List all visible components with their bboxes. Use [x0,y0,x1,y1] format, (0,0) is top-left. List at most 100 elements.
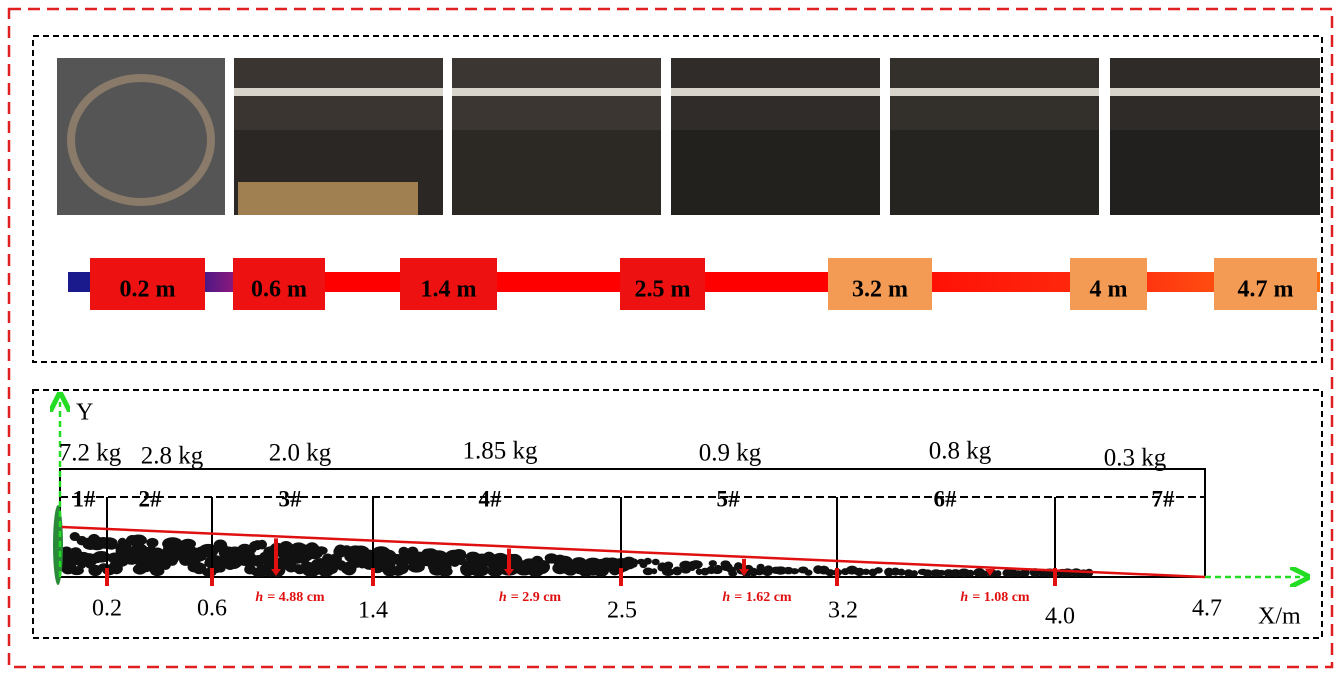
height-label: h = 4.88 cm [255,590,324,605]
distance-label: 0.2 m [120,277,176,303]
pipe-opening [67,74,215,206]
distance-label: 1.4 m [421,277,477,303]
distance-label: 4.7 m [1238,277,1294,303]
photo-shade [452,130,661,215]
section-label: 4# [479,486,503,511]
x-tick-label: 0.6 [197,596,227,622]
photo-shade [890,130,1099,215]
coal-particle [451,549,466,559]
height-symbol: h [722,590,730,605]
photo-shade [1110,130,1320,215]
coal-particle [672,568,680,575]
coal-particle [762,567,773,577]
photo-panel [32,35,1323,363]
tape-measure [234,88,443,96]
outer-border [7,7,1334,669]
coal-particle [437,566,453,577]
height-symbol: h [499,590,507,605]
height-value: = 2.9 cm [511,590,562,605]
label-box [1070,258,1147,310]
label-box [90,258,205,310]
height-symbol: h [960,590,968,605]
photo-shade [671,130,880,215]
label-box [1214,258,1317,310]
coal-particle [720,560,731,568]
coal-particle [314,546,328,555]
coal-particle [903,569,914,577]
coal-particle [643,557,652,565]
coal-particle [804,569,813,576]
coal-particle [455,557,467,566]
x-tick-label: 4.7 [1192,596,1222,622]
tape-measure [452,88,661,96]
coal-particle [105,538,118,550]
coal-particle [862,568,870,575]
coal-particle [241,549,255,560]
tape-measure [1110,88,1320,96]
height-arrow-head [504,569,514,576]
coal-particle [981,570,989,577]
x-tick-label: 3.2 [828,598,858,624]
mass-label: 0.3 kg [1104,445,1167,472]
profile-panel [32,389,1323,639]
mass-label: 0.9 kg [699,440,762,467]
coal-particle [854,567,865,577]
pipe-end [53,505,63,585]
x-tick-label: 2.5 [607,598,637,624]
mass-label: 7.2 kg [59,440,122,467]
coal-particle [689,560,703,570]
distance-label: 0.6 m [251,277,307,303]
coal-particle [957,568,971,578]
coal-particle [790,568,799,575]
height-value: = 4.88 cm [267,590,325,605]
y-axis-label: Y [76,400,93,426]
tape-measure [671,88,880,96]
tape-measure [890,88,1099,96]
coal-particle [754,568,764,576]
label-box [828,258,932,310]
coal-particle [708,560,717,567]
height-value: = 1.08 cm [972,590,1030,605]
coal-particle [922,569,933,577]
section-label: 1# [73,486,97,511]
x-tick-label: 4.0 [1045,604,1075,630]
coal-particle [773,566,788,575]
coal-particle [937,569,946,577]
mass-label: 1.85 kg [463,438,539,465]
coal-particle [628,558,639,567]
mass-label: 2.8 kg [141,443,204,470]
surface-line [61,525,1206,579]
label-box [233,258,325,310]
coal-particle [651,568,658,575]
coal-particle [181,540,193,552]
x-axis-label: X/m [1258,604,1301,630]
coal-particle [695,568,703,576]
coal-particle [395,562,409,575]
coal-particle [642,567,654,576]
coal-particle [966,569,975,577]
coal-particle [538,565,548,574]
distance-label: 2.5 m [635,277,691,303]
coal-particle [910,570,918,577]
coal-particle [713,564,723,573]
distance-label: 4 m [1090,277,1128,303]
height-symbol: h [255,590,263,605]
coal-particle [146,537,159,548]
height-value: = 1.62 cm [734,590,792,605]
section-label: 5# [717,486,741,511]
photo [890,58,1099,215]
x-tick-label: 1.4 [358,598,388,624]
section-label: 3# [279,486,303,511]
coal-particle [897,568,906,576]
coal-particle [92,551,111,563]
coal-particle [257,539,268,550]
coal-particle [874,567,883,574]
label-box [620,258,705,310]
label-box [400,258,497,310]
section-label: 6# [934,486,958,511]
photo [452,58,661,215]
photo [1110,58,1320,215]
height-arrow-head [985,569,995,576]
coal-particle [651,558,660,566]
coal-particle [663,561,674,570]
